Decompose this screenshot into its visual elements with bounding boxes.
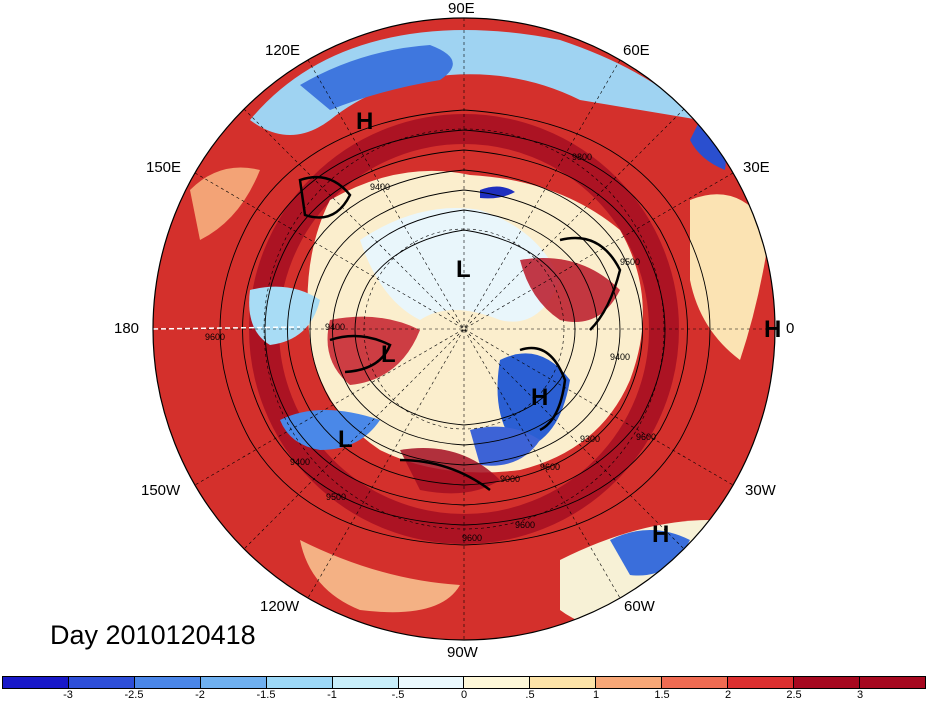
map-boundary (152, 17, 776, 641)
pressure-center: L (381, 341, 396, 368)
dateline-marker (153, 326, 301, 330)
colorbar-swatch (200, 677, 267, 688)
plot-title: Day 2010120418 (50, 620, 256, 650)
anomaly-field (153, 18, 775, 640)
lon-label-180: 180 (114, 320, 140, 337)
contour-label: 9400 (325, 322, 345, 332)
colorbar-swatch (332, 677, 399, 688)
colorbar-tick-label: 1.5 (654, 689, 670, 701)
lon-label-60e: 60E (623, 42, 650, 59)
contour-label: 9400 (290, 457, 310, 467)
colorbar (2, 676, 926, 689)
colorbar-swatch (859, 677, 925, 688)
lon-label-120w: 120W (260, 598, 300, 615)
contour-label: 9400 (370, 182, 390, 192)
colorbar-swatch (662, 677, 729, 688)
colorbar-tick-label: 0 (460, 689, 468, 701)
colorbar-tick-label: -1.5 (256, 689, 276, 701)
colorbar-tick-label: 2 (724, 689, 732, 701)
colorbar-tick-label: -1 (327, 689, 337, 701)
lon-label-120e: 120E (265, 42, 301, 59)
colorbar-swatch (398, 677, 465, 688)
lon-label-0: 0 (786, 320, 795, 337)
colorbar-swatch (266, 677, 333, 688)
colorbar-tick-label: -2.5 (124, 689, 144, 701)
lon-label-150e: 150E (146, 159, 182, 176)
contour-label: 9800 (572, 152, 592, 162)
height-contours (219, 109, 711, 546)
lon-label-90e: 90E (448, 0, 475, 17)
contour-label: 9600 (205, 332, 225, 342)
contour-label: 9600 (540, 462, 560, 472)
colorbar-tick-label: -3 (63, 689, 73, 701)
contour-label: 9600 (515, 520, 535, 530)
colorbar-swatch (68, 677, 135, 688)
pressure-center: H (356, 108, 373, 135)
contour-label: 9500 (620, 257, 640, 267)
lon-label-30w: 30W (745, 482, 776, 499)
pressure-center: H (531, 384, 548, 411)
colorbar-tick-label: -2 (195, 689, 205, 701)
lon-label-90w: 90W (447, 644, 478, 661)
colorbar-swatch (596, 677, 663, 688)
pressure-center: L (338, 426, 353, 453)
lon-label-30e: 30E (743, 159, 770, 176)
contour-label: 9500 (326, 492, 346, 502)
colorbar-swatch (794, 677, 860, 688)
contour-label: 9400 (610, 352, 630, 362)
colorbar-tick-label: .5 (525, 689, 535, 701)
contour-label: 9000 (500, 474, 520, 484)
pressure-center: H (652, 521, 669, 548)
colorbar-tick-label: 2.5 (786, 689, 802, 701)
lon-label-60w: 60W (624, 598, 655, 615)
colorbar-swatch (134, 677, 201, 688)
polar-map: H L L H L H H 9800 9500 9400 9400 9400 9… (152, 17, 781, 641)
graticule (153, 18, 775, 640)
colorbar-tick-label: 1 (592, 689, 600, 701)
colorbar-tick-label: -.5 (391, 689, 405, 701)
contour-label: 9600 (462, 533, 482, 543)
pressure-center: H (764, 316, 781, 343)
colorbar-swatch (728, 677, 795, 688)
colorbar-swatch (464, 677, 531, 688)
contour-label: 9600 (636, 432, 656, 442)
colorbar-swatch (3, 677, 69, 688)
pressure-center: L (456, 256, 471, 283)
colorbar-tick-label: 3 (856, 689, 864, 701)
colorbar-swatch (530, 677, 597, 688)
contour-label: 9300 (580, 434, 600, 444)
lon-label-150w: 150W (141, 482, 181, 499)
